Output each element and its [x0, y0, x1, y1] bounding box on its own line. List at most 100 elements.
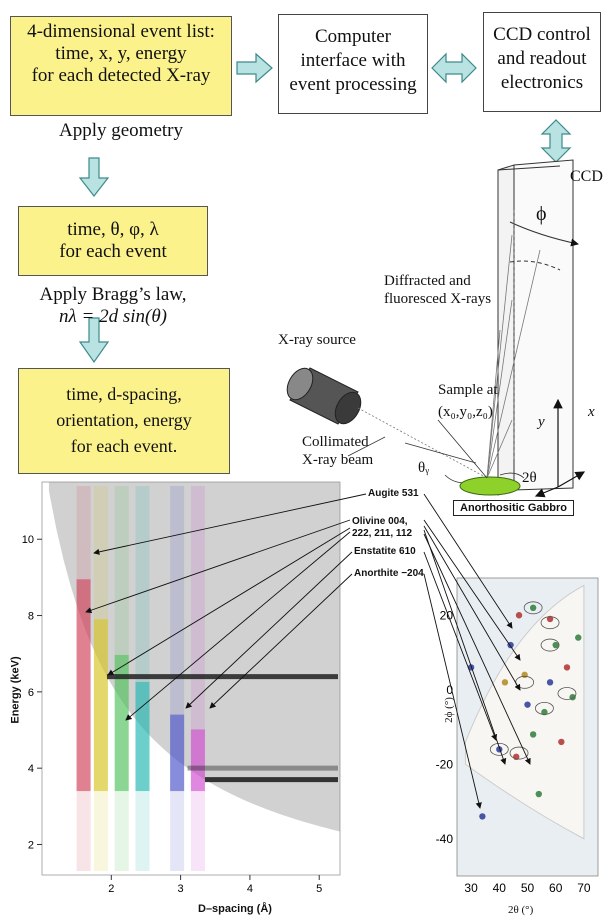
- dspacing-line2: orientation, energy: [56, 410, 192, 430]
- heat-ytick-label: 8: [28, 611, 34, 623]
- diffuse-scatter-region: [48, 482, 341, 832]
- map-spot: [521, 671, 528, 679]
- mineral-pointer-arrow: [93, 493, 367, 555]
- computer-line1: Computer: [315, 26, 391, 47]
- event-list-box: 4-dimensional event list: time, x, y, en…: [10, 16, 232, 116]
- heat-xtick-label: 4: [247, 883, 253, 895]
- flow-arrow-double: [431, 52, 477, 84]
- axis-y-label: y: [538, 414, 545, 430]
- map-spot: [479, 813, 486, 820]
- map-coverage: [464, 584, 585, 840]
- map-ytick-label: -40: [436, 832, 454, 846]
- ccd-control-box: CCD control and readout electronics: [483, 12, 601, 112]
- heat-xtick-label: 2: [108, 883, 114, 895]
- angles-line2: for each event: [59, 241, 167, 262]
- computer-interface-box: Computer interface with event processing: [278, 14, 428, 114]
- diffracted-label-2: fluoresced X-rays: [384, 291, 492, 307]
- band-blue: [170, 714, 185, 792]
- flow-arrow-right: [236, 52, 273, 84]
- mineral-pointer-arrow: [423, 529, 507, 765]
- mineral-pointer-arrow: [185, 551, 353, 709]
- heat-ytick-label: 4: [28, 763, 34, 775]
- computer-line2: interface with: [300, 50, 406, 71]
- heat-ytick-label: 2: [28, 839, 34, 851]
- map-spot: [552, 641, 559, 649]
- map-xtick-label: 60: [549, 881, 563, 895]
- sample-label-2: (x₀,y₀,z₀): [438, 404, 493, 420]
- map-ytick-label: -20: [436, 757, 454, 771]
- event-list-line2: time, x, y, energy: [11, 43, 231, 65]
- mineral-pointer-arrow: [423, 533, 531, 765]
- heat-xlabel: D–spacing (Å): [198, 903, 272, 915]
- map-highlight-ring: [557, 687, 577, 700]
- heat-ytick-label: 10: [22, 534, 34, 546]
- band-magenta: [190, 729, 205, 792]
- xray-source-cylinder: [286, 367, 362, 425]
- map-highlight-ring: [523, 601, 543, 615]
- caption-bragg-2: nλ = 2d sin(θ): [59, 306, 167, 327]
- map-xtick-label: 40: [493, 881, 507, 895]
- event-list-line1: 4-dimensional event list:: [27, 21, 215, 42]
- angles-line1: time, θ, φ, λ: [67, 219, 159, 240]
- map-spot: [558, 738, 565, 746]
- map-highlight-ring: [509, 746, 529, 760]
- event-list-line2-text: time, x, y, energy: [55, 43, 187, 64]
- mineral-pointer-arrow: [423, 519, 521, 661]
- collimated-label-1: Collimated: [302, 434, 369, 450]
- sample-disc: [459, 476, 521, 496]
- map-ytick-label: 0: [446, 683, 453, 697]
- heat-xtick-label: 3: [178, 883, 184, 895]
- caption-apply-geometry: Apply geometry: [58, 120, 183, 141]
- axis-x-label: x: [588, 404, 595, 420]
- ccd-control-line1: CCD control: [493, 24, 591, 45]
- angles-box: time, θ, φ, λ for each event: [18, 206, 208, 276]
- caption-bragg-1: Apply Bragg’s law,: [39, 284, 187, 305]
- map-xtick-label: 30: [464, 881, 478, 895]
- map-spot: [546, 679, 554, 686]
- map-spot: [563, 664, 571, 671]
- phi-label: ϕ: [536, 203, 547, 225]
- map-spot: [546, 615, 554, 623]
- mineral-pointer-arrow: [423, 551, 498, 741]
- mineral-pointer-arrow: [423, 493, 513, 629]
- collimated-label-2: X-ray beam: [302, 452, 374, 468]
- map-xtick-label: 50: [521, 881, 535, 895]
- scat-xlabel: 2θ (°): [508, 904, 534, 916]
- map-spot: [535, 790, 542, 798]
- flow-arrow-down-2: [78, 317, 110, 364]
- mineral-pointer-arrow: [209, 573, 353, 709]
- map-xtick-label: 70: [577, 881, 591, 895]
- theta-y-label: θᵧ: [418, 460, 430, 476]
- mineral-pointer-arrow: [85, 519, 351, 614]
- band-yellow: [93, 619, 108, 792]
- map-spot: [575, 634, 582, 641]
- map-spot: [524, 701, 531, 708]
- computer-line3: event processing: [289, 74, 417, 95]
- two-theta-label: 2θ: [522, 470, 537, 486]
- flow-arrow-down-1: [78, 157, 110, 197]
- anorthite-label: Anorthite −204: [354, 568, 424, 579]
- olivine-label-1: Olivine 004,: [352, 516, 408, 527]
- band-green: [114, 654, 129, 792]
- ccd-control-line3: electronics: [500, 72, 584, 93]
- enstatite-label: Enstatite 610: [354, 546, 416, 557]
- event-list-line3: for each detected X-ray: [31, 65, 211, 86]
- map-highlight-ring: [540, 616, 560, 630]
- map-spot: [529, 604, 537, 611]
- mineral-pointer-arrow: [107, 527, 351, 676]
- phi-arc: [509, 221, 579, 247]
- mineral-pointer-arrow: [423, 573, 482, 809]
- diffracted-label-1: Diffracted and: [384, 273, 471, 289]
- mineral-pointer-arrow: [423, 525, 521, 691]
- ccd-control-line2: and readout: [497, 48, 587, 69]
- map-spot: [515, 612, 523, 619]
- dspacing-line3: for each event.: [70, 436, 178, 456]
- dspacing-box: time, d-spacing, orientation, energy for…: [18, 368, 230, 474]
- xray-source-label: X-ray source: [278, 332, 356, 348]
- heat-ytick-label: 6: [28, 687, 34, 699]
- map-spot: [501, 679, 509, 686]
- dspacing-line1: time, d-spacing,: [66, 384, 182, 404]
